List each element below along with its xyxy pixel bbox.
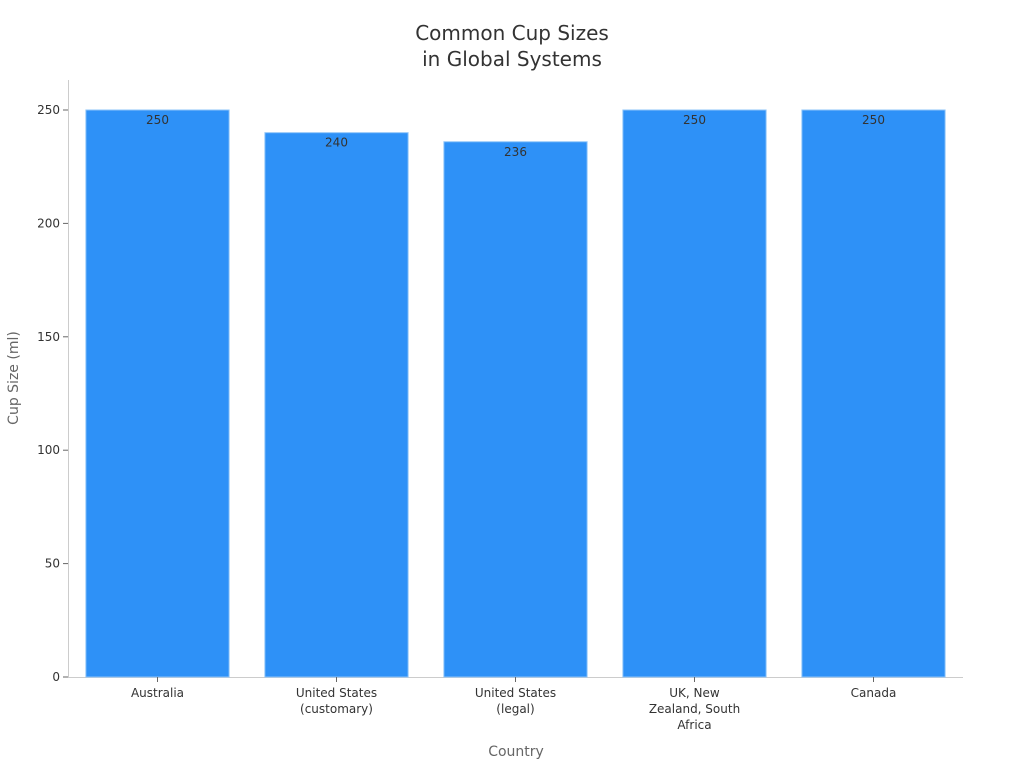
x-tick-label: UK, New [669,686,720,700]
x-tick-label: (customary) [300,702,373,716]
data-label: 250 [862,113,885,127]
chart-title-line-2: in Global Systems [422,47,602,71]
bar [622,109,767,678]
y-tick-label: 200 [37,216,60,230]
x-tick-label: Zealand, South [649,702,740,716]
bar [264,132,409,678]
data-label: 240 [325,136,348,150]
y-tick-label: 250 [37,103,60,117]
bar [443,141,588,678]
x-tick-label: Africa [677,718,711,732]
y-axis-label: Cup Size (ml) [6,331,22,425]
y-tick-label: 50 [45,557,60,571]
bar [801,109,946,678]
y-tick-label: 0 [52,670,60,684]
x-tick-label: United States [296,686,377,700]
bar [85,109,230,678]
y-tick-label: 150 [37,330,60,344]
data-label: 236 [504,145,527,159]
x-tick-label: Canada [851,686,897,700]
data-label: 250 [683,113,706,127]
x-tick-label: United States [475,686,556,700]
x-axis-label: Country [488,744,544,760]
x-tick-label: (legal) [496,702,534,716]
data-label: 250 [146,113,169,127]
chart-title-line-1: Common Cup Sizes [415,21,609,45]
x-tick-label: Australia [131,686,184,700]
y-tick-label: 100 [37,443,60,457]
